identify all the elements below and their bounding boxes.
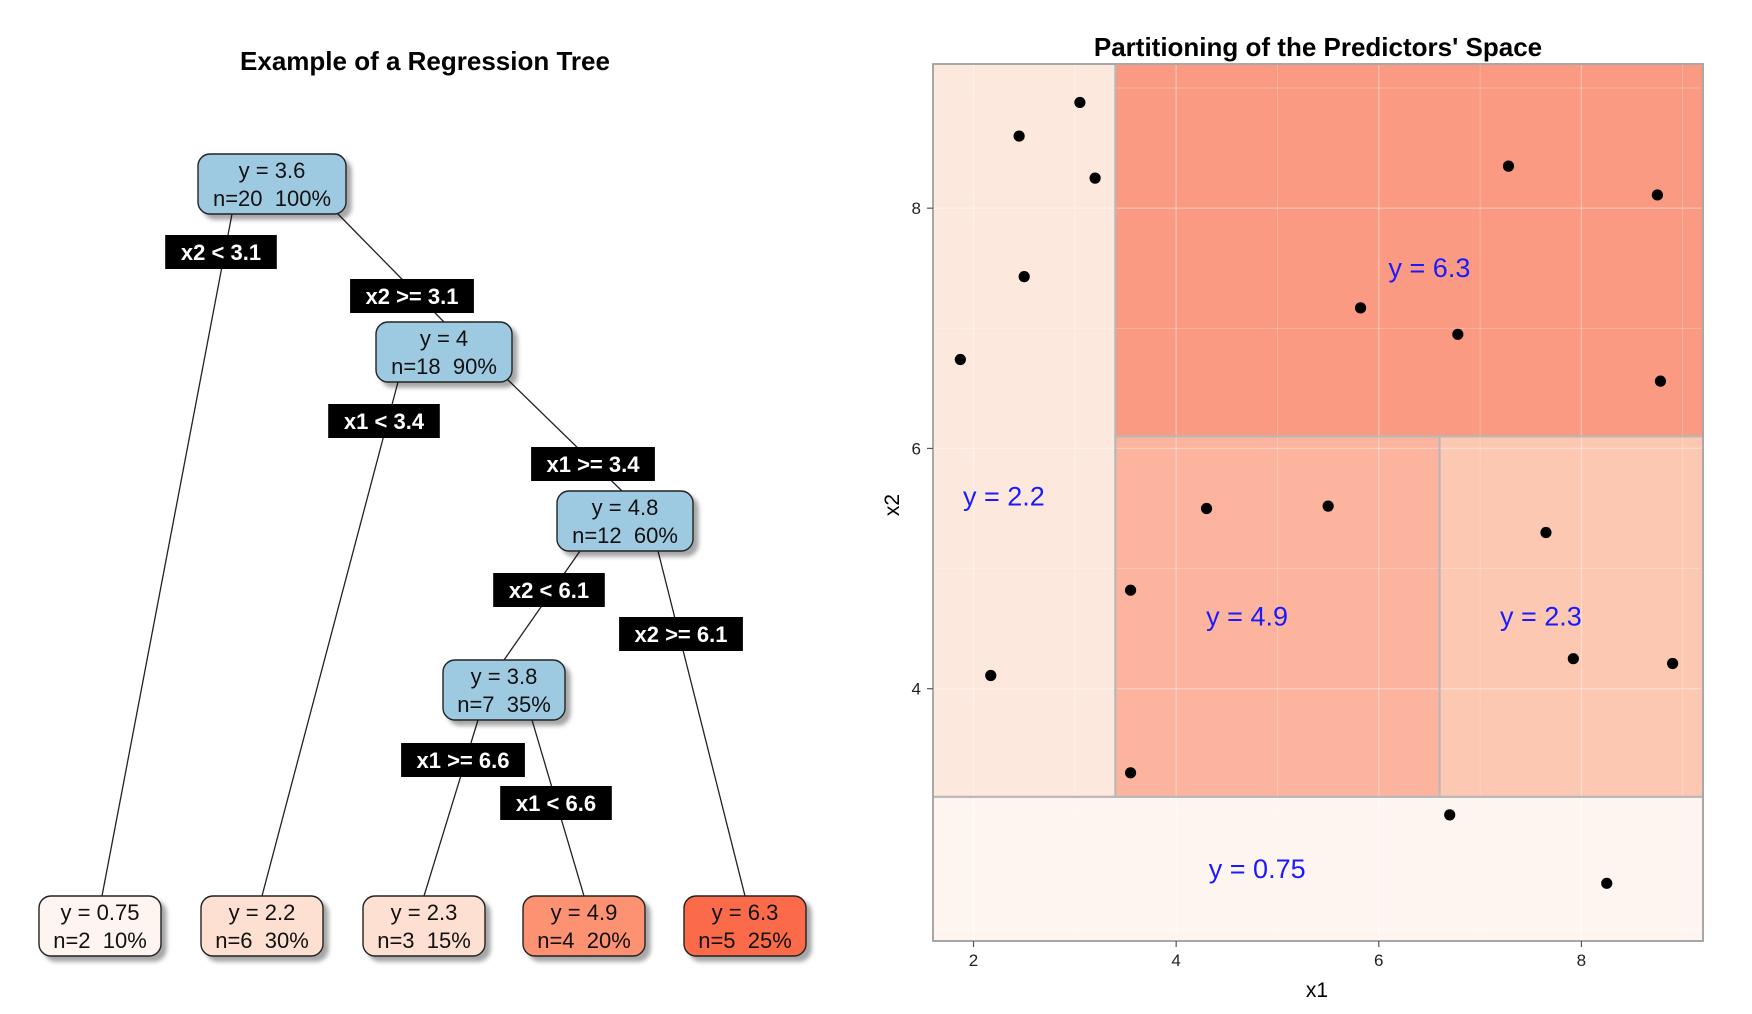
partition-title: Partitioning of the Predictors' Space <box>1094 32 1542 62</box>
svg-text:n=2 10%: n=2 10% <box>53 928 147 953</box>
tree-split-node: y = 4.8 n=12 60% <box>556 490 694 552</box>
plot-axes: 2 4 6 8 4 6 8 <box>912 63 1704 970</box>
y-tick-label: 4 <box>912 680 921 699</box>
x-tick-label: 2 <box>969 951 978 970</box>
data-point <box>1089 172 1101 184</box>
tree-split-node: y = 3.6 n=20 100% <box>197 153 347 215</box>
y-tick-label: 8 <box>912 199 921 218</box>
svg-text:x2 >= 3.1: x2 >= 3.1 <box>366 284 459 309</box>
svg-text:y = 0.75: y = 0.75 <box>61 900 140 925</box>
tree-leaf-node: y = 4.9 n=4 20% <box>522 895 646 957</box>
svg-text:n=6 30%: n=6 30% <box>215 928 309 953</box>
x-tick-label: 8 <box>1577 951 1586 970</box>
tree-edge <box>101 213 233 897</box>
svg-text:n=20 100%: n=20 100% <box>213 186 331 211</box>
partition-region <box>933 796 1703 941</box>
svg-text:n=3 15%: n=3 15% <box>377 928 471 953</box>
tree-leaf-node: y = 2.2 n=6 30% <box>200 895 324 957</box>
svg-text:y = 2.2: y = 2.2 <box>229 900 296 925</box>
svg-text:n=18 90%: n=18 90% <box>391 354 497 379</box>
svg-text:n=7 35%: n=7 35% <box>457 692 551 717</box>
plot-regions <box>933 64 1703 941</box>
svg-text:x1 < 6.6: x1 < 6.6 <box>516 791 596 816</box>
tree-leaf-node: y = 2.3 n=3 15% <box>362 895 486 957</box>
data-point <box>1200 502 1213 515</box>
svg-text:y = 2.3: y = 2.3 <box>391 900 458 925</box>
data-point <box>1502 160 1515 172</box>
y-axis-label: x2 <box>881 494 904 516</box>
x-tick-label: 6 <box>1374 951 1383 970</box>
split-label: x1 >= 3.4 <box>531 447 655 481</box>
svg-text:x1 < 3.4: x1 < 3.4 <box>344 409 425 434</box>
tree-edge-labels: x2 < 3.1 x2 >= 3.1 x1 < 3.4 x1 >= 3.4 x2 < 6… <box>165 235 743 820</box>
split-label: x2 < 3.1 <box>165 235 277 269</box>
region-label: y = 6.3 <box>1389 253 1471 283</box>
plot-points <box>954 96 1679 889</box>
data-point <box>1651 189 1664 201</box>
data-point <box>1601 877 1613 889</box>
svg-text:n=4 20%: n=4 20% <box>537 928 631 953</box>
data-point <box>954 353 966 366</box>
data-point <box>1452 328 1464 340</box>
partition-region <box>933 64 1116 797</box>
region-label: y = 2.3 <box>1500 602 1582 632</box>
split-label: x1 < 3.4 <box>328 404 440 438</box>
split-label: x1 >= 6.6 <box>401 743 525 777</box>
svg-text:y = 4: y = 4 <box>420 326 468 351</box>
regression-tree-panel: Example of a Regression Tree y = 3.6 n=20… <box>38 46 807 957</box>
data-point <box>1654 375 1667 387</box>
split-label: x2 >= 6.1 <box>619 617 743 651</box>
plot-frame <box>932 63 1704 942</box>
partition-region <box>1115 64 1703 437</box>
svg-text:x2 < 6.1: x2 < 6.1 <box>509 578 589 603</box>
data-point <box>1567 653 1579 665</box>
tree-nodes: y = 3.6 n=20 100% y = 4 n=18 90% y = 4.8 n=12… <box>38 153 807 957</box>
svg-text:y = 4.9: y = 4.9 <box>551 900 618 925</box>
region-label: y = 0.75 <box>1209 854 1306 884</box>
data-point <box>1018 271 1030 283</box>
partition-region <box>1439 436 1703 797</box>
split-label: x2 >= 3.1 <box>350 279 474 313</box>
split-label: x2 < 6.1 <box>493 573 605 607</box>
data-point <box>1124 767 1137 779</box>
tree-split-node: y = 3.8 n=7 35% <box>442 659 566 721</box>
svg-text:y = 4.8: y = 4.8 <box>592 495 659 520</box>
tree-edge <box>261 381 399 897</box>
region-label: y = 2.2 <box>963 481 1045 511</box>
y-tick-label: 6 <box>912 439 921 458</box>
svg-text:x2 >= 6.1: x2 >= 6.1 <box>635 622 728 647</box>
svg-text:x1 >= 3.4: x1 >= 3.4 <box>547 452 641 477</box>
svg-text:y = 3.8: y = 3.8 <box>471 664 538 689</box>
svg-text:x2 < 3.1: x2 < 3.1 <box>181 240 261 265</box>
data-point <box>1124 584 1137 596</box>
data-point <box>1322 500 1334 512</box>
svg-text:x1 >= 6.6: x1 >= 6.6 <box>417 748 510 773</box>
svg-text:y = 3.6: y = 3.6 <box>239 158 306 183</box>
data-point <box>1540 526 1552 539</box>
partition-region <box>1115 436 1440 797</box>
plot-region-labels: y = 0.75 y = 2.2 y = 6.3 y = 4.9 y = 2.3 <box>963 253 1582 884</box>
plot-grid <box>933 64 1703 941</box>
tree-leaf-node: y = 6.3 n=5 25% <box>683 895 807 957</box>
data-point <box>1444 809 1456 821</box>
partition-plot-panel: Partitioning of the Predictors' Space y … <box>881 32 1705 1002</box>
split-label: x1 < 6.6 <box>500 786 612 820</box>
svg-text:n=5 25%: n=5 25% <box>698 928 792 953</box>
data-point <box>985 669 997 682</box>
tree-split-node: y = 4 n=18 90% <box>375 321 513 383</box>
tree-edges <box>101 211 746 897</box>
x-tick-label: 4 <box>1171 951 1180 970</box>
data-point <box>1354 302 1367 314</box>
region-label: y = 4.9 <box>1206 602 1288 632</box>
svg-text:n=12 60%: n=12 60% <box>572 523 678 548</box>
x-axis-label: x1 <box>1306 979 1328 1002</box>
data-point <box>1013 130 1025 142</box>
tree-title: Example of a Regression Tree <box>240 46 610 76</box>
data-point <box>1667 657 1679 670</box>
tree-edge <box>657 550 746 897</box>
tree-leaf-node: y = 0.75 n=2 10% <box>38 895 162 957</box>
data-point <box>1074 96 1086 109</box>
svg-text:y = 6.3: y = 6.3 <box>712 900 779 925</box>
